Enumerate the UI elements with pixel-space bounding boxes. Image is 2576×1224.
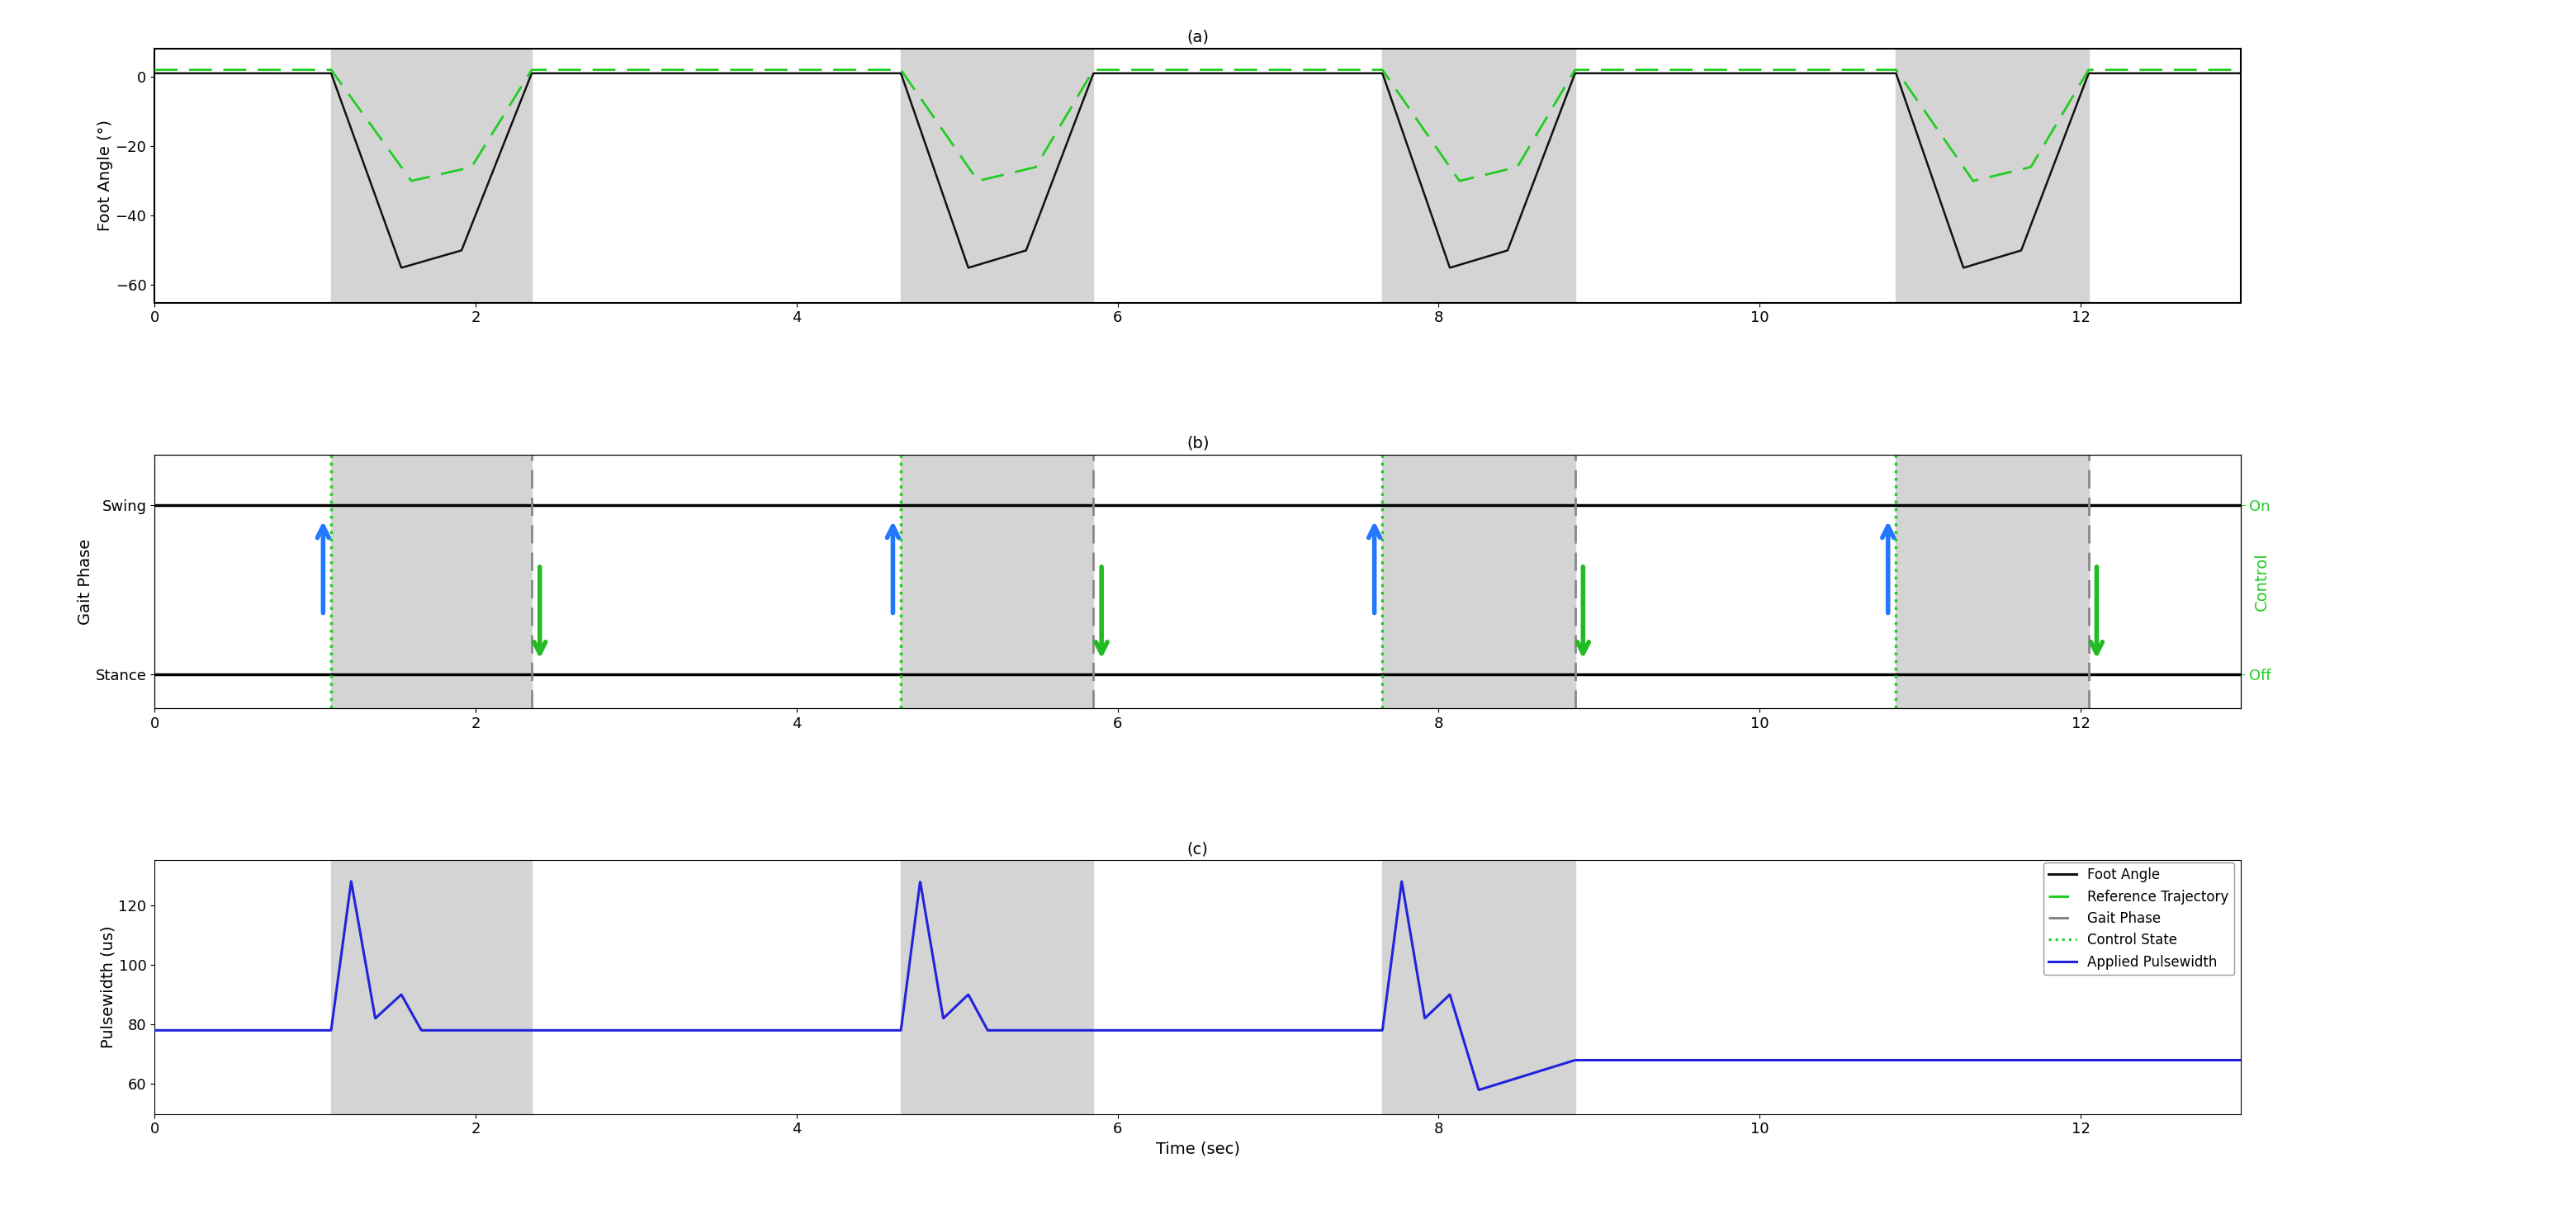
Bar — [902, 49, 1095, 302]
Bar — [332, 860, 531, 1114]
X-axis label: Time (sec): Time (sec) — [1157, 1141, 1239, 1157]
Title: (a): (a) — [1188, 29, 1208, 45]
Bar — [1383, 860, 1574, 1114]
Bar — [332, 49, 531, 302]
Bar — [1383, 49, 1574, 302]
Text: Control: Control — [2254, 552, 2269, 611]
Bar — [1896, 49, 2089, 302]
Bar — [332, 454, 531, 709]
Bar — [1896, 454, 2089, 709]
Y-axis label: Foot Angle (°): Foot Angle (°) — [98, 120, 113, 231]
Y-axis label: Gait Phase: Gait Phase — [77, 539, 93, 624]
Bar — [902, 860, 1095, 1114]
Y-axis label: Pulsewidth (us): Pulsewidth (us) — [100, 925, 116, 1049]
Title: (b): (b) — [1188, 436, 1208, 452]
Bar — [1383, 454, 1574, 709]
Legend: Foot Angle, Reference Trajectory, Gait Phase, Control State, Applied Pulsewidth: Foot Angle, Reference Trajectory, Gait P… — [2043, 862, 2233, 974]
Bar — [902, 454, 1095, 709]
Title: (c): (c) — [1188, 841, 1208, 857]
